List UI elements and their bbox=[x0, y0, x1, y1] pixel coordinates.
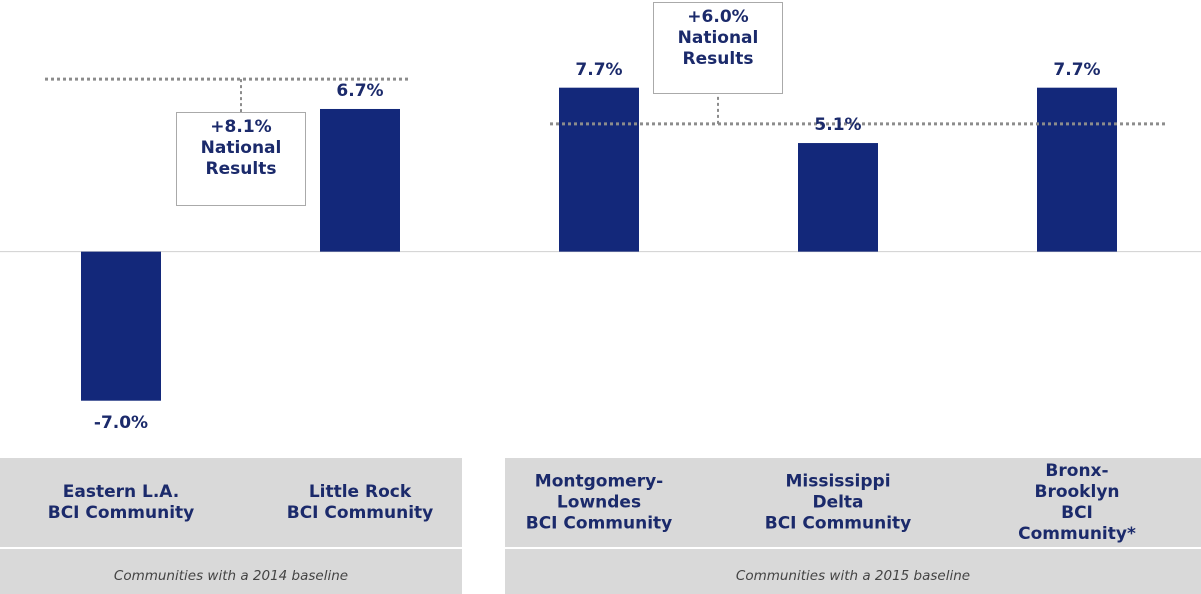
bar bbox=[1037, 87, 1117, 252]
bar bbox=[320, 108, 400, 252]
x-tick-label: Mississippi Delta BCI Community bbox=[764, 471, 912, 534]
group-panel bbox=[505, 458, 1201, 594]
bar bbox=[81, 251, 161, 401]
bar bbox=[559, 87, 639, 252]
x-tick-label: Eastern L.A. BCI Community bbox=[47, 482, 195, 523]
reference-label: +6.0% National Results bbox=[653, 2, 783, 94]
value-label: -7.0% bbox=[93, 412, 149, 433]
value-label: 6.7% bbox=[336, 80, 384, 101]
x-tick-label: Bronx- Brooklyn BCI Community* bbox=[1018, 461, 1136, 544]
group-label: Communities with a 2014 baseline bbox=[113, 568, 349, 584]
x-tick-label: Montgomery- Lowndes BCI Community bbox=[525, 471, 673, 534]
group-label: Communities with a 2015 baseline bbox=[735, 568, 971, 584]
x-tick-label: Little Rock BCI Community bbox=[286, 482, 434, 523]
value-label: 7.7% bbox=[1053, 59, 1101, 80]
bar bbox=[798, 143, 878, 252]
value-label: 5.1% bbox=[814, 115, 862, 136]
reference-label: +8.1% National Results bbox=[176, 112, 306, 206]
value-label: 7.7% bbox=[575, 59, 623, 80]
group-panel bbox=[0, 458, 462, 594]
